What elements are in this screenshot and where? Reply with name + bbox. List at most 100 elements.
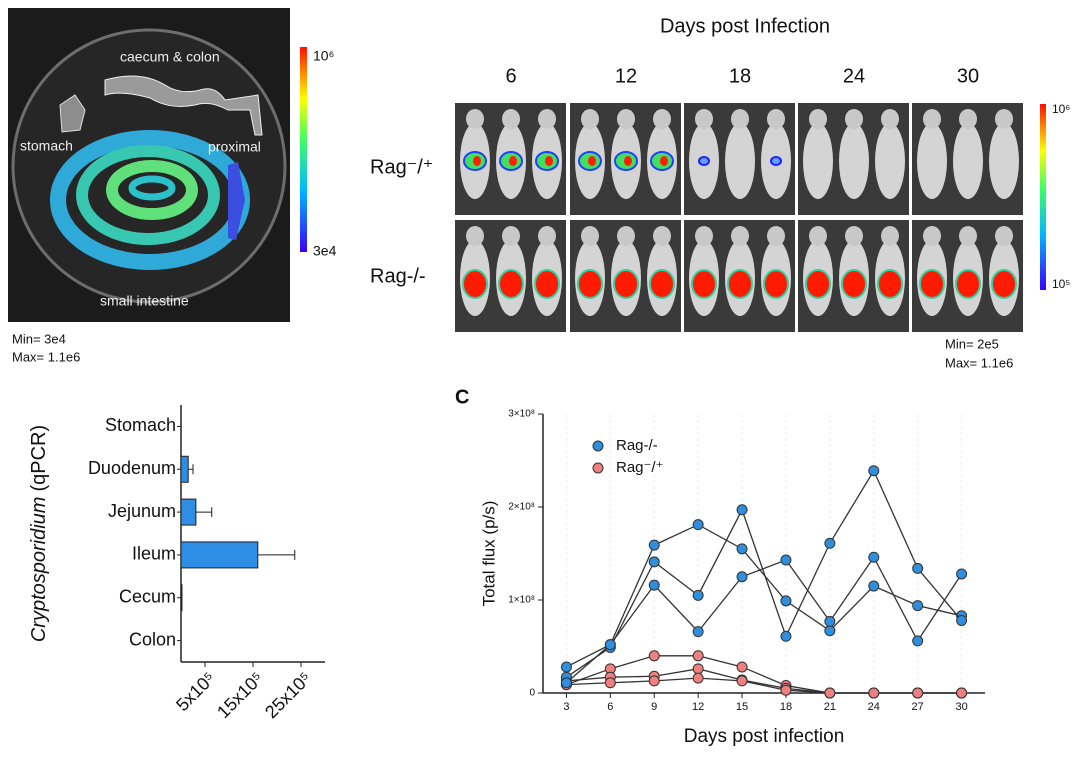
data-point <box>736 675 748 687</box>
y-axis-label: Cryptosporidium (qPCR) <box>28 425 50 642</box>
data-point <box>692 663 704 675</box>
series-line <box>566 668 962 694</box>
category-label: Duodenum <box>88 458 176 478</box>
mouse-head <box>538 109 556 129</box>
legend-label: Rag-/- <box>616 437 658 454</box>
data-point <box>648 539 660 551</box>
series-line <box>566 677 962 694</box>
bar <box>180 541 259 569</box>
x-tick-label: 12 <box>692 701 704 713</box>
category-label: Ileum <box>132 544 176 564</box>
mouse-body <box>875 123 905 199</box>
signal <box>991 269 1017 299</box>
mouse-head <box>502 109 520 129</box>
row-label: Rag⁻/⁺ <box>370 156 433 178</box>
signal <box>473 156 481 166</box>
y-axis-label-italic: Cryptosporidium <box>28 497 50 643</box>
data-point <box>560 677 572 689</box>
mouse-head <box>617 226 635 246</box>
data-point <box>560 661 572 673</box>
stomach-tissue <box>59 94 86 133</box>
data-point <box>956 614 968 626</box>
data-point <box>780 684 792 696</box>
mouse-body <box>953 123 983 199</box>
panel-label: C <box>455 386 469 408</box>
x-tick-label: 30 <box>955 701 967 713</box>
bar <box>180 455 189 483</box>
mouse-head <box>959 226 977 246</box>
mouse-head <box>881 109 899 129</box>
image-label: proximal <box>208 139 261 155</box>
mouse-body <box>725 123 755 199</box>
x-tick-label: 21 <box>824 701 836 713</box>
data-point <box>868 551 880 563</box>
mouse-head <box>845 109 863 129</box>
min-label: Min= 3e4 <box>12 331 66 346</box>
data-point <box>692 650 704 662</box>
colorbar <box>1040 104 1046 290</box>
signal <box>763 269 789 299</box>
data-point <box>912 562 924 574</box>
signal <box>727 269 753 299</box>
mouse-head <box>731 226 749 246</box>
error-bar <box>188 464 194 475</box>
mouse-head <box>466 226 484 246</box>
day-label: 18 <box>729 65 751 87</box>
data-point <box>648 650 660 662</box>
mouse-head <box>923 226 941 246</box>
mouse-head <box>695 226 713 246</box>
max-label: Max= 1.1e6 <box>12 349 80 364</box>
y-tick-label: 1×10⁸ <box>508 595 535 606</box>
signal <box>462 269 488 299</box>
day-label: 30 <box>957 65 979 87</box>
mouse-head <box>466 109 484 129</box>
signal <box>545 156 553 166</box>
mouse-head <box>502 226 520 246</box>
data-point <box>780 554 792 566</box>
y-axis-label-rest: (qPCR) <box>28 425 50 492</box>
data-point <box>648 579 660 591</box>
colorbar-label: 10⁶ <box>313 48 334 64</box>
signal <box>805 269 831 299</box>
mouse-head <box>767 109 785 129</box>
x-tick-label: 15x10⁵ <box>213 668 267 722</box>
mouse-head <box>581 226 599 246</box>
data-point <box>824 687 836 699</box>
x-tick-label: 27 <box>912 701 924 713</box>
category-label: Stomach <box>105 415 176 435</box>
error-bar <box>195 507 213 518</box>
mouse-head <box>653 226 671 246</box>
mouse-body <box>839 123 869 199</box>
data-point <box>868 580 880 592</box>
data-point <box>736 661 748 673</box>
signal <box>509 156 517 166</box>
bar <box>180 498 197 526</box>
series-line <box>566 469 963 678</box>
y-tick-label: 3×10⁸ <box>508 409 535 420</box>
signal <box>698 156 710 166</box>
mouse-head <box>581 109 599 129</box>
mouse-images: 6 12 18 24 30 <box>455 65 1023 332</box>
data-point <box>692 626 704 638</box>
signal <box>770 156 782 166</box>
signal <box>613 269 639 299</box>
colorbar-label: 10⁶ <box>1052 102 1070 116</box>
proximal-tissue <box>228 162 245 240</box>
max-label: Max= 1.1e6 <box>945 355 1013 370</box>
signal <box>577 269 603 299</box>
image-label: small intestine <box>100 293 189 309</box>
mouse-head <box>881 226 899 246</box>
data-point <box>824 537 836 549</box>
mouse-head <box>959 109 977 129</box>
data-point <box>956 568 968 580</box>
data-point <box>780 630 792 642</box>
mouse-head <box>695 109 713 129</box>
day-label: 24 <box>843 65 865 87</box>
y-tick-label: 0 <box>529 688 535 699</box>
intestine-ring <box>128 175 176 201</box>
series-line <box>565 555 963 684</box>
mouse-head <box>995 109 1013 129</box>
data-point <box>956 687 968 699</box>
category-label: Jejunum <box>108 501 176 521</box>
data-point <box>912 635 924 647</box>
